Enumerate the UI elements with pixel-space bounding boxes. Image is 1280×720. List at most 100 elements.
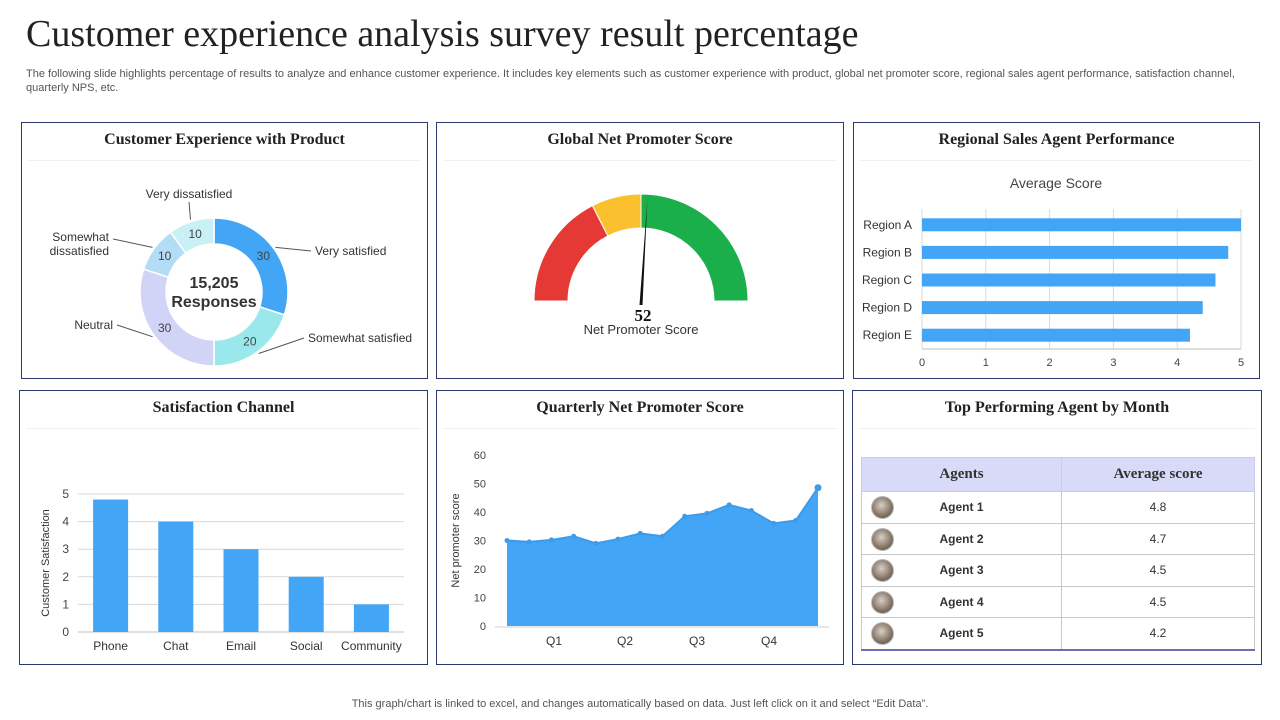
x-tick-label: 5: [1238, 357, 1244, 369]
agent-score: 4.5: [1061, 585, 1255, 618]
y-tick-label: 40: [474, 507, 486, 519]
donut-chart[interactable]: 30 Very satisfied 20 Somewhat satisfied 30 Ne…: [22, 123, 429, 380]
avatar: [871, 559, 894, 582]
table-header-row: Agents Average score: [861, 457, 1255, 492]
table-row[interactable]: Agent 1 4.8: [861, 491, 1255, 524]
y-tick-label: 2: [62, 570, 69, 584]
regional-performance-panel: Regional Sales Agent Performance Average…: [853, 122, 1260, 379]
bar: [922, 301, 1203, 315]
chart-title: Average Score: [1010, 175, 1103, 191]
slice-category-label: Very dissatisfied: [146, 187, 233, 201]
bar: [922, 273, 1216, 287]
donut-slice: [169, 217, 215, 255]
panel-title: Customer Experience with Product: [104, 131, 345, 148]
slice-category-label: Somewhat satisfied: [308, 331, 412, 345]
data-point: [748, 508, 754, 514]
donut-center-text: Responses: [171, 294, 256, 311]
agent-cell: Agent 5: [861, 617, 1062, 651]
x-tick-label: Q4: [761, 634, 777, 648]
gauge-value-label: 52: [635, 306, 652, 325]
category-label: Email: [226, 639, 256, 653]
agent-score: 4.8: [1061, 491, 1255, 524]
bar: [922, 328, 1190, 342]
category-label: Region D: [862, 301, 912, 315]
quarterly-nps-panel: Quarterly Net Promoter Score 0 10 20 30 40 50…: [436, 390, 844, 665]
bar: [922, 245, 1229, 259]
panel-title: Global Net Promoter Score: [547, 131, 733, 148]
x-tick-label: 2: [1047, 357, 1053, 369]
product-experience-panel: Customer Experience with Product 30 Very …: [21, 122, 428, 379]
gauge-band: [533, 204, 609, 302]
slice-category-label: Very satisfied: [315, 244, 386, 258]
x-tick-label: 3: [1110, 357, 1116, 369]
slice-category-label: Somewhat: [52, 230, 109, 244]
footer-note: This graph/chart is linked to excel, and…: [351, 698, 929, 710]
data-point: [726, 502, 732, 508]
y-tick-label: 20: [474, 564, 486, 576]
data-point: [571, 533, 577, 539]
avatar: [871, 590, 894, 614]
y-tick-label: 30: [474, 536, 486, 548]
page-subtitle: The following slide highlights percentag…: [26, 68, 1235, 94]
x-tick-label: 0: [919, 357, 925, 369]
vertical-bar-chart[interactable]: 0 1 2 3 4 5 Phone Chat Email Social Community Custo…: [20, 391, 429, 666]
data-point: [704, 510, 710, 516]
data-point: [526, 539, 532, 545]
panel-title: Quarterly Net Promoter Score: [536, 399, 744, 416]
table-row[interactable]: Agent 3 4.5: [861, 554, 1255, 587]
table-row[interactable]: Agent 4 4.5: [861, 585, 1255, 618]
data-point: [637, 530, 643, 536]
gauge-band: [640, 193, 749, 302]
y-tick-label: 10: [474, 593, 486, 605]
data-point: [593, 540, 599, 546]
agent-score: 4.7: [1061, 522, 1255, 555]
data-point: [660, 533, 665, 539]
x-tick-label: Q1: [546, 634, 562, 648]
agent-name: Agent 3: [939, 563, 984, 578]
page-title: Customer experience analysis survey resu…: [26, 13, 859, 55]
y-tick-label: 60: [474, 450, 486, 462]
bar: [353, 604, 389, 632]
category-label: Community: [341, 639, 402, 653]
bar: [922, 218, 1241, 232]
table-row[interactable]: Agent 2 4.7: [861, 522, 1255, 555]
data-point: [771, 520, 777, 526]
agents-table: Agents Average score Agent 1 4.8 Agent 2…: [861, 457, 1255, 651]
area-fill: [507, 487, 818, 626]
agent-cell: Agent 2: [861, 522, 1062, 555]
panel-divider: [28, 160, 421, 161]
category-label: Phone: [93, 639, 128, 653]
x-tick-label: 1: [983, 357, 989, 369]
x-tick-label: Q2: [617, 634, 633, 648]
leader-line: [112, 238, 153, 248]
panel-divider: [443, 428, 837, 429]
y-tick-label: 1: [62, 597, 69, 611]
donut-center-value: 15,205: [190, 275, 239, 292]
agent-score: 4.2: [1061, 617, 1255, 651]
gauge-caption: Net Promoter Score: [584, 322, 699, 337]
category-label: Region E: [863, 328, 912, 342]
agent-name: Agent 2: [939, 531, 984, 546]
category-label: Social: [290, 639, 323, 653]
slice-value-label: 30: [257, 249, 271, 263]
area-chart[interactable]: 0 10 20 30 40 50 60 Q1 Q2 Q3 Q4 Net promoter score: [437, 391, 845, 666]
panel-title: Top Performing Agent by Month: [944, 399, 1170, 416]
x-tick-label: 4: [1174, 357, 1180, 369]
agent-score: 4.5: [1061, 554, 1255, 587]
bar: [223, 549, 259, 632]
data-point: [814, 484, 822, 492]
y-axis-label: Net promoter score: [450, 493, 462, 587]
bar: [288, 576, 324, 632]
avatar: [871, 622, 894, 645]
bar: [158, 521, 194, 632]
top-agents-panel: Top Performing Agent by Month Agents Ave…: [852, 390, 1262, 665]
category-label: Region B: [863, 245, 912, 259]
slice-value-label: 10: [158, 249, 172, 263]
bar: [93, 499, 129, 632]
leader-line: [258, 337, 305, 354]
global-nps-panel: Global Net Promoter Score 52 Net Promoter…: [436, 122, 844, 379]
data-point: [682, 513, 688, 519]
table-row[interactable]: Agent 5 4.2: [861, 617, 1255, 651]
